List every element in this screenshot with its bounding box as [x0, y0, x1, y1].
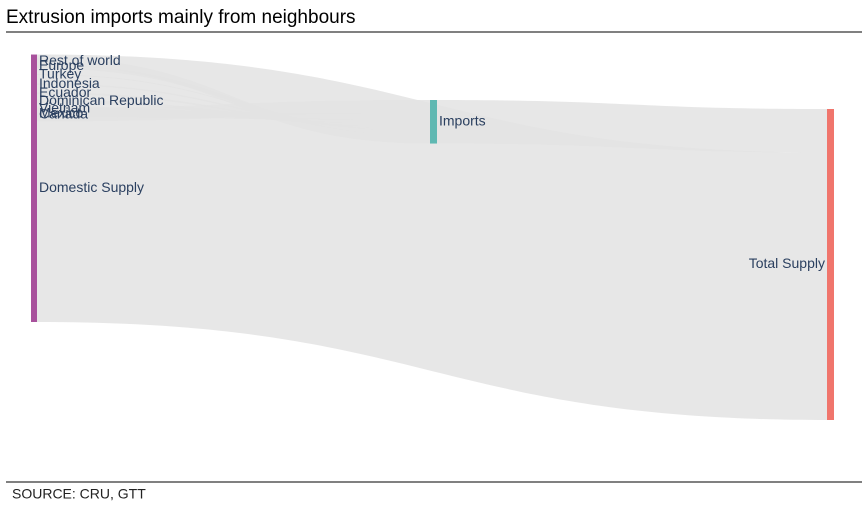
node-label: Indonesia — [39, 75, 100, 91]
links — [37, 54, 827, 420]
node-label: Dominican Republic — [39, 92, 164, 108]
node-label: Rest of world — [39, 52, 121, 68]
node-label: Europe — [39, 57, 84, 73]
node-label: Ecuador — [39, 84, 91, 100]
node-label: Total Supply — [749, 255, 825, 271]
node — [430, 100, 437, 144]
node-label: Canada — [39, 105, 88, 121]
node-label: Imports — [439, 112, 486, 128]
link — [37, 54, 827, 420]
source-note: SOURCE: CRU, GTT — [12, 486, 146, 502]
node-label: Mexico — [39, 105, 84, 121]
node-label: Vietnam — [39, 99, 90, 115]
node — [31, 54, 37, 322]
node — [827, 109, 834, 420]
node-label: Turkey — [39, 65, 81, 81]
node-label: Domestic Supply — [39, 179, 144, 195]
chart-title: Extrusion imports mainly from neighbours — [6, 7, 356, 28]
